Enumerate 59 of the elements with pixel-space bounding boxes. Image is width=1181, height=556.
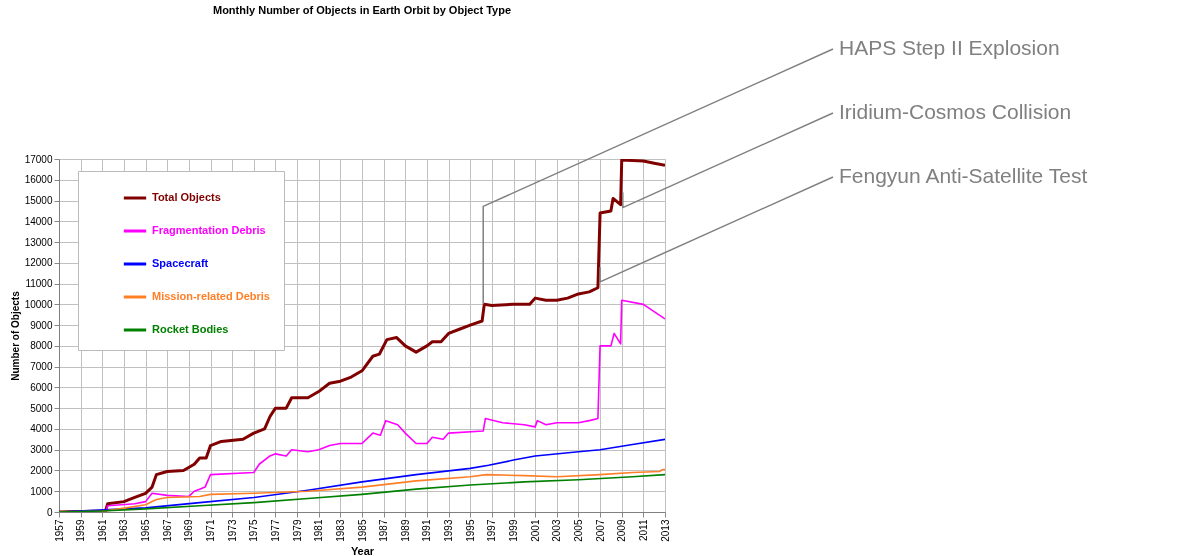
x-tick-label: 1987 <box>378 519 390 542</box>
y-tick-label: 6000 <box>30 381 53 393</box>
x-tick-label: 1975 <box>248 519 260 542</box>
x-tick-label: 1997 <box>486 519 498 542</box>
y-tick-label: 11000 <box>25 278 53 290</box>
y-tick-label: 17000 <box>24 153 53 165</box>
y-tick-label: 8000 <box>30 340 53 352</box>
annotation: HAPS Step II Explosion <box>839 36 1060 59</box>
x-tick-label: 2009 <box>616 519 628 542</box>
y-tick-label: 15000 <box>24 195 53 207</box>
x-tick-label: 1979 <box>291 519 303 542</box>
x-tick-label: 1981 <box>313 519 325 542</box>
x-tick-label: 2005 <box>572 519 584 542</box>
x-tick-label: 2013 <box>659 519 671 542</box>
y-tick-label: 7000 <box>30 361 53 373</box>
y-tick-label: 9000 <box>30 319 53 331</box>
y-tick-label: 2000 <box>30 464 53 476</box>
y-tick-label: 5000 <box>30 402 53 414</box>
y-tick-label: 14000 <box>24 215 53 227</box>
legend-label: Mission-related Debris <box>152 290 270 302</box>
legend-label: Fragmentation Debris <box>152 224 266 236</box>
y-tick-label: 16000 <box>24 174 53 186</box>
y-tick-label: 13000 <box>24 236 53 248</box>
annotation: Iridium-Cosmos Collision <box>839 100 1072 123</box>
x-tick-label: 1973 <box>226 519 238 542</box>
x-tick-label: 2011 <box>637 519 649 542</box>
x-tick-label: 1959 <box>75 519 87 542</box>
chart-title: Monthly Number of Objects in Earth Orbit by Object Type <box>212 4 512 16</box>
legend-label: Rocket Bodies <box>152 323 229 335</box>
x-tick-label: 1995 <box>464 519 476 542</box>
x-tick-label: 2001 <box>529 519 541 542</box>
annotation: Fengyun Anti-Satellite Test <box>839 164 1088 187</box>
x-tick-label: 1963 <box>118 519 130 542</box>
y-tick-label: 12000 <box>24 257 53 269</box>
x-tick-label: 1971 <box>205 519 216 542</box>
x-tick-label: 1989 <box>399 519 411 542</box>
legend-label: Total Objects <box>152 191 221 203</box>
y-tick-label: 0 <box>46 506 53 518</box>
line-series <box>59 159 665 512</box>
x-tick-label: 1961 <box>96 519 108 542</box>
x-tick-label: 2003 <box>551 519 563 542</box>
x-tick-label: 1985 <box>356 519 368 542</box>
y-tick-label: 3000 <box>30 444 53 456</box>
x-tick-label: 2007 <box>594 519 606 542</box>
y-tick-label: 1000 <box>30 485 53 497</box>
x-tick-label: 1965 <box>140 519 152 542</box>
x-axis-title: Year <box>350 544 375 556</box>
legend-label: Spacecraft <box>152 257 209 269</box>
y-axis-title: Number of Objects <box>9 290 21 381</box>
x-tick-label: 1993 <box>443 519 455 542</box>
x-tick-label: 1983 <box>334 519 346 542</box>
y-tick-label: 10000 <box>24 298 53 310</box>
x-tick-label: 1999 <box>508 519 519 542</box>
x-tick-label: 1957 <box>53 519 65 542</box>
x-tick-label: 1991 <box>421 519 433 542</box>
x-tick-label: 1969 <box>183 519 195 542</box>
x-tick-label: 1977 <box>269 519 281 542</box>
x-tick-label: 1967 <box>161 519 173 542</box>
y-tick-label: 4000 <box>30 423 53 435</box>
